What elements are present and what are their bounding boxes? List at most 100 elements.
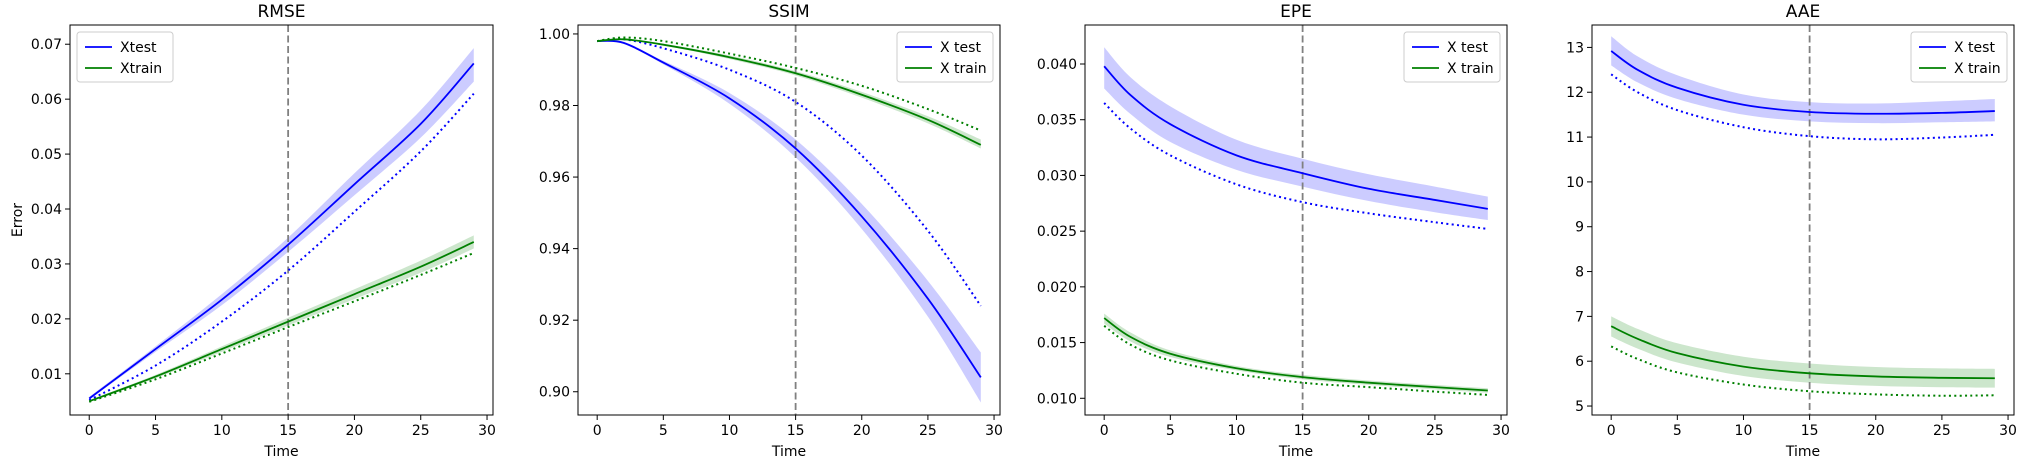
x-tick-label: 25: [919, 423, 937, 439]
axes-frame: [1084, 24, 1508, 416]
y-tick-label: 0.020: [1037, 280, 1077, 296]
x-tick-label: 0: [1607, 423, 1616, 439]
series-line-4: [597, 36, 982, 132]
y-tick-label: 0.98: [539, 99, 570, 115]
y-tick-label: 0.92: [539, 313, 570, 329]
y-tick-label: 6: [1575, 354, 1584, 370]
x-tick-label: 25: [1933, 423, 1951, 439]
axes-frame: [1591, 24, 2015, 416]
y-tick-label: 0.03: [31, 257, 62, 273]
plot-area: [1103, 25, 1488, 415]
x-tick-label: 30: [985, 423, 1003, 439]
y-tick-label: 0.035: [1037, 113, 1077, 129]
series-line-2: [1103, 102, 1488, 230]
confidence-band-1: [597, 40, 981, 403]
chart-title: RMSE: [257, 2, 305, 22]
y-tick-label: 1.00: [539, 27, 570, 43]
legend-entry: X train: [940, 61, 987, 77]
x-axis-label: Time: [1785, 444, 1820, 460]
legend-box: [1403, 31, 1501, 83]
x-tick-label: 10: [721, 423, 739, 439]
y-tick-label: 8: [1575, 265, 1584, 281]
y-tick-label: 9: [1575, 220, 1584, 236]
x-tick-label: 25: [412, 423, 430, 439]
x-tick-label: 0: [593, 423, 602, 439]
x-tick-label: 5: [1673, 423, 1682, 439]
y-tick-label: 7: [1575, 309, 1584, 325]
y-tick-label: 0.96: [539, 170, 570, 186]
x-tick-label: 0: [1100, 423, 1109, 439]
x-tick-label: 15: [1801, 423, 1819, 439]
confidence-band-3: [89, 235, 474, 402]
y-tick-label: 0.010: [1037, 391, 1077, 407]
x-tick-label: 10: [1228, 423, 1246, 439]
y-tick-label: 0.07: [31, 37, 62, 53]
y-tick-label: 11: [1566, 130, 1584, 146]
axes-frame: [69, 24, 494, 416]
series-line-2: [597, 38, 982, 307]
series-line-4: [88, 252, 475, 403]
axes-frame: [577, 24, 1001, 416]
plot-area: [597, 25, 982, 415]
legend-entry: Xtrain: [120, 61, 162, 77]
series-line-1: [88, 62, 475, 400]
series-line-3: [1103, 317, 1488, 392]
x-tick-label: 30: [1492, 423, 1510, 439]
x-axis-label: Time: [263, 444, 298, 460]
x-tick-label: 0: [85, 423, 94, 439]
x-tick-label: 15: [1294, 423, 1312, 439]
y-tick-label: 0.025: [1037, 224, 1077, 240]
y-tick-label: 0.06: [31, 92, 62, 108]
y-tick-label: 0.030: [1037, 168, 1077, 184]
legend-entry: Xtest: [120, 40, 157, 56]
x-tick-label: 5: [1166, 423, 1175, 439]
x-tick-label: 10: [1735, 423, 1753, 439]
y-tick-label: 0.015: [1037, 336, 1077, 352]
series-line-1: [1610, 50, 1995, 115]
plot-area: [88, 25, 475, 415]
legend: X test X train: [896, 31, 994, 83]
y-tick-label: 13: [1566, 40, 1584, 56]
series-line-2: [88, 92, 475, 402]
series-line-1: [1103, 65, 1488, 210]
legend-box: [896, 31, 994, 83]
chart-title: AAE: [1786, 2, 1820, 22]
x-tick-label: 25: [1426, 423, 1444, 439]
x-tick-label: 30: [1999, 423, 2017, 439]
series-line-3: [597, 38, 982, 146]
series-line-1: [597, 39, 982, 378]
confidence-band-3: [1611, 316, 1995, 388]
series-line-2: [1610, 73, 1995, 141]
y-axis-label: Error: [10, 203, 26, 237]
y-tick-label: 0.04: [31, 202, 62, 218]
series-line-3: [1610, 325, 1995, 380]
legend-entry: X test: [1447, 40, 1488, 56]
series-line-3: [88, 241, 475, 403]
legend-entry: X train: [1954, 61, 2001, 77]
legend-entry: X test: [1954, 40, 1995, 56]
legend: Xtest Xtrain: [76, 31, 174, 83]
legend-entry: X train: [1447, 61, 1494, 77]
x-axis-label: Time: [771, 444, 806, 460]
y-tick-label: 5: [1575, 399, 1584, 415]
series-line-4: [1610, 345, 1995, 397]
confidence-band-1: [89, 48, 474, 400]
plot-area: [1610, 25, 1995, 415]
legend: X test X train: [1403, 31, 1501, 83]
y-tick-label: 0.01: [31, 367, 62, 383]
y-tick-label: 12: [1566, 85, 1584, 101]
x-tick-label: 20: [346, 423, 364, 439]
y-tick-label: 0.90: [539, 385, 570, 401]
y-tick-label: 0.94: [539, 242, 570, 258]
chart-panel-2: 0 5 10 15 20 25 30 0.90 0.92 0.94 0.96 0.98 1.00 SSIM…: [539, 2, 1003, 460]
y-tick-label: 0.02: [31, 312, 62, 328]
x-tick-label: 20: [1867, 423, 1885, 439]
x-tick-label: 5: [659, 423, 668, 439]
confidence-band-1: [1611, 36, 1995, 124]
legend: X test X train: [1910, 31, 2008, 83]
confidence-band-3: [1104, 313, 1488, 393]
y-tick-label: 10: [1566, 175, 1584, 191]
series-line-4: [1103, 325, 1488, 396]
x-tick-label: 20: [1360, 423, 1378, 439]
